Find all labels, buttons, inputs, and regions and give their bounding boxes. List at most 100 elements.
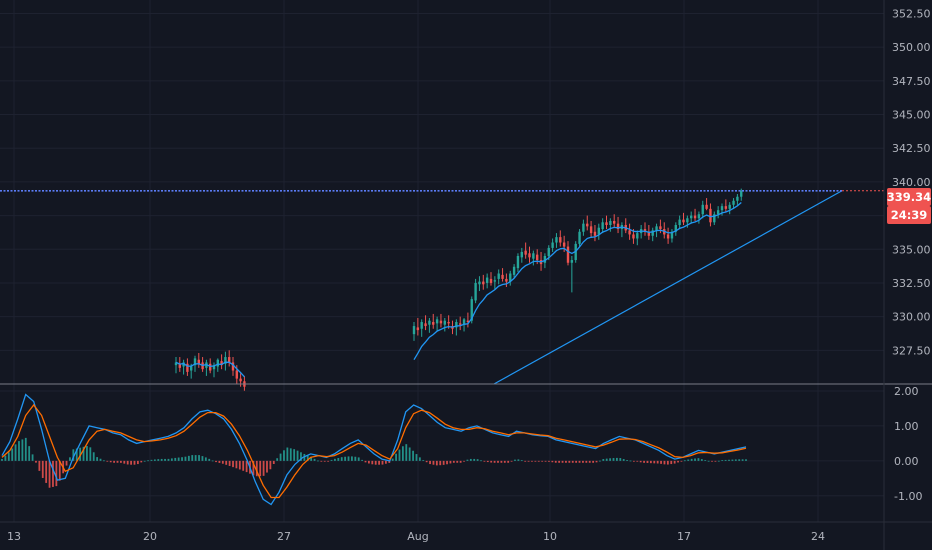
- macd-histogram-bar: [463, 460, 465, 462]
- macd-histogram-bar: [306, 455, 309, 461]
- time-tick-label: 17: [677, 530, 691, 543]
- macd-histogram-bar: [340, 457, 343, 461]
- macd-histogram-bar: [31, 454, 34, 461]
- candle-body: [678, 219, 681, 226]
- candle-body: [193, 358, 197, 366]
- macd-histogram-bar: [65, 460, 68, 466]
- macd-histogram-bar: [500, 460, 503, 463]
- macd-histogram-bar: [639, 460, 642, 463]
- candle-body: [597, 227, 600, 235]
- macd-histogram-bar: [449, 460, 452, 464]
- price-tick-label: 352.50: [892, 7, 931, 20]
- candle-body: [736, 196, 739, 201]
- time-axis[interactable]: 13 20 27 Aug 10 17 24: [7, 530, 825, 543]
- candle-body: [174, 362, 178, 366]
- trendline[interactable]: [493, 190, 843, 385]
- macd-histogram-bar: [354, 456, 357, 461]
- candle-body: [485, 277, 489, 283]
- candle-body: [482, 281, 485, 285]
- macd-histogram-bar: [592, 460, 595, 463]
- macd-histogram-bar: [181, 457, 183, 461]
- macd-histogram-bar: [626, 460, 628, 461]
- candle-body: [666, 234, 670, 239]
- macd-histogram-bar: [174, 457, 177, 461]
- macd-histogram-bar: [361, 459, 364, 461]
- candle-body: [632, 234, 635, 239]
- macd-histogram-bar: [269, 460, 272, 470]
- macd-histogram-bar: [670, 460, 673, 465]
- countdown-label: 24:39: [891, 208, 928, 222]
- macd-histogram-bar: [595, 460, 598, 463]
- candle-body: [655, 226, 658, 231]
- macd-histogram-bar: [660, 460, 662, 464]
- candle-body: [547, 247, 550, 256]
- macd-histogram-bar: [534, 460, 537, 462]
- candle-body: [420, 322, 423, 329]
- macd-histogram-bar: [442, 460, 445, 465]
- candle-body: [520, 251, 523, 258]
- macd-histogram-bar: [99, 458, 102, 461]
- macd-histogram-bar: [293, 449, 296, 461]
- time-tick-label: Aug: [407, 530, 428, 543]
- macd-histogram-bar: [1, 458, 3, 461]
- macd-histogram-bar: [483, 460, 486, 462]
- macd-histogram-bar: [554, 460, 557, 463]
- macd-histogram-bar: [201, 456, 204, 461]
- macd-histogram-bar: [412, 450, 414, 461]
- macd-histogram-bar: [646, 460, 649, 463]
- macd-histogram-bar: [486, 460, 489, 463]
- macd-histogram-bar: [126, 460, 129, 465]
- macd-histogram-bar: [279, 453, 282, 461]
- macd-histogram-bar: [82, 446, 85, 461]
- macd-histogram-bar: [357, 457, 360, 461]
- macd-histogram-bar: [527, 460, 530, 462]
- macd-histogram-bar: [446, 460, 448, 465]
- macd-histogram-bar: [136, 460, 139, 465]
- candle-body: [543, 256, 547, 263]
- candle-body: [628, 230, 631, 235]
- macd-histogram-bar: [289, 448, 292, 461]
- candle-body: [728, 204, 731, 209]
- macd-histogram-bar: [585, 460, 588, 463]
- time-tick-label: 20: [143, 530, 157, 543]
- macd-histogram-bar: [605, 458, 608, 461]
- candle-body: [536, 254, 539, 261]
- macd-histogram-bar: [266, 460, 268, 473]
- candle-body: [412, 326, 416, 335]
- candle-body: [501, 274, 504, 279]
- macd-histogram-bar: [649, 460, 652, 464]
- macd-histogram-bar: [337, 457, 340, 461]
- macd-histogram-bar: [242, 460, 245, 471]
- macd-histogram-bar: [609, 458, 612, 461]
- macd-histogram-bar: [276, 458, 279, 461]
- candle-body: [555, 237, 558, 243]
- macd-histogram-bar: [198, 455, 200, 461]
- macd-histogram-bar: [18, 441, 20, 461]
- macd-histogram-bar: [636, 460, 639, 462]
- candle-body: [578, 231, 581, 244]
- macd-tick-label: 2.00: [894, 385, 919, 398]
- macd-histogram-bar: [72, 449, 75, 461]
- candle-body: [636, 233, 639, 239]
- macd-histogram-bar: [561, 460, 564, 463]
- candle-body: [209, 363, 212, 371]
- macd-histogram-bar: [140, 460, 143, 463]
- candle-body: [586, 223, 589, 227]
- macd-histogram-bar: [204, 457, 207, 461]
- macd-histogram-bar: [738, 459, 741, 461]
- macd-histogram-bar: [415, 454, 418, 461]
- candle-body: [670, 231, 674, 239]
- price-tick-label: 335.00: [892, 243, 931, 256]
- macd-histogram-bar: [313, 458, 316, 461]
- macd-axis[interactable]: 2.00 1.00 0.00 -1.00: [894, 385, 922, 503]
- macd-histogram-bar: [103, 460, 105, 462]
- price-tick-label: 340.00: [892, 176, 931, 189]
- macd-histogram-bar: [531, 460, 533, 462]
- candle-body: [459, 323, 462, 325]
- macd-histogram-bar: [683, 460, 686, 462]
- candle-body: [582, 223, 585, 232]
- macd-histogram-bar: [680, 460, 683, 462]
- macd-histogram-bar: [663, 460, 666, 465]
- moving-average-line: [175, 361, 245, 378]
